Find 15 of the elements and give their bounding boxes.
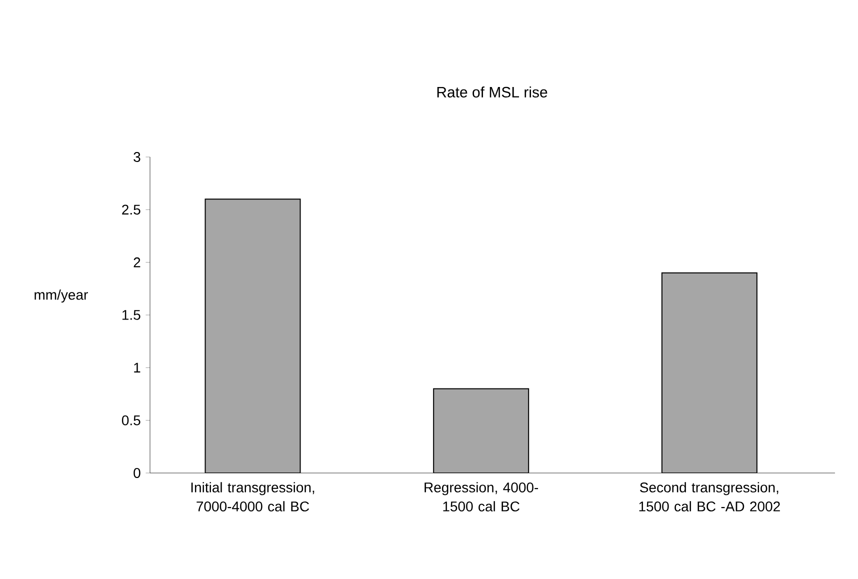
x-tick-label: Regression, 4000-1500 cal BC bbox=[424, 482, 538, 512]
y-tick-label: 2.5 bbox=[122, 204, 140, 215]
bar bbox=[204, 198, 301, 473]
y-tick-label: 0 bbox=[134, 468, 140, 478]
x-tick-label: Second transgression, 1500 cal BC -AD 2002 bbox=[639, 482, 780, 512]
x-tick-label: Initial transgression, 7000-4000 cal BC bbox=[191, 482, 314, 512]
y-axis-title: mm/year bbox=[34, 290, 88, 303]
y-tick-label: 3 bbox=[134, 152, 140, 162]
y-tick-label: 1.5 bbox=[122, 310, 140, 320]
bar bbox=[661, 272, 758, 473]
bar bbox=[433, 388, 530, 473]
y-tick-label: 0.5 bbox=[122, 415, 140, 426]
y-tick-label: 2 bbox=[134, 257, 140, 268]
chart-title: Rate of MSL rise bbox=[437, 86, 548, 98]
y-tick-label: 1 bbox=[134, 362, 140, 372]
